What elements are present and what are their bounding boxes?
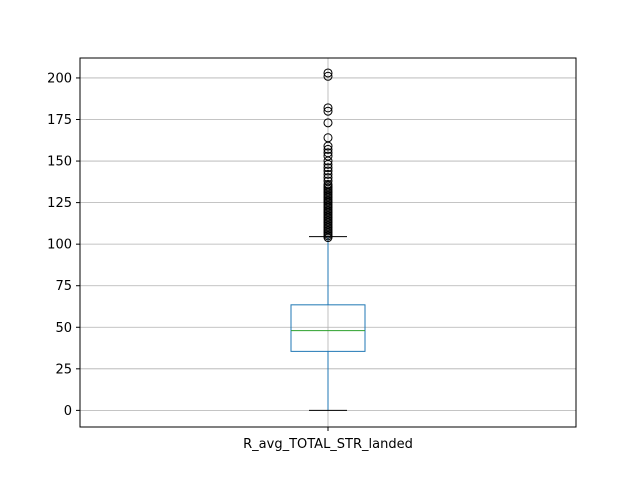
y-tick-label: 175 bbox=[47, 113, 72, 128]
iqr-box bbox=[290, 304, 366, 352]
y-tick-label: 50 bbox=[55, 321, 72, 336]
outlier-point bbox=[323, 176, 333, 186]
outlier-point bbox=[323, 106, 333, 116]
y-tick-label: 125 bbox=[47, 196, 72, 211]
outlier-point bbox=[323, 144, 333, 154]
y-axis-ticks: 0 25 50 75 100 125 150 175 200 bbox=[47, 71, 329, 431]
outlier-point bbox=[323, 179, 333, 189]
y-tick-label: 75 bbox=[55, 279, 72, 294]
outlier-point bbox=[323, 166, 333, 176]
outlier-point bbox=[323, 148, 333, 158]
y-tick-label: 100 bbox=[47, 238, 72, 253]
y-tick-label: 150 bbox=[47, 155, 72, 170]
outlier-point bbox=[323, 118, 333, 128]
outlier-point bbox=[323, 71, 333, 81]
outlier-point bbox=[323, 151, 333, 161]
outlier-point bbox=[323, 173, 333, 183]
y-tick-label: 0 bbox=[64, 404, 72, 419]
y-tick-label: 200 bbox=[47, 71, 72, 86]
outlier-point bbox=[323, 163, 333, 173]
x-category-label: R_avg_TOTAL_STR_landed bbox=[243, 437, 413, 452]
outlier-points bbox=[323, 68, 333, 243]
outlier-point bbox=[323, 103, 333, 113]
outlier-point bbox=[323, 133, 333, 143]
outlier-point bbox=[323, 68, 333, 78]
outlier-point bbox=[323, 169, 333, 179]
y-tick-label: 25 bbox=[55, 362, 72, 377]
